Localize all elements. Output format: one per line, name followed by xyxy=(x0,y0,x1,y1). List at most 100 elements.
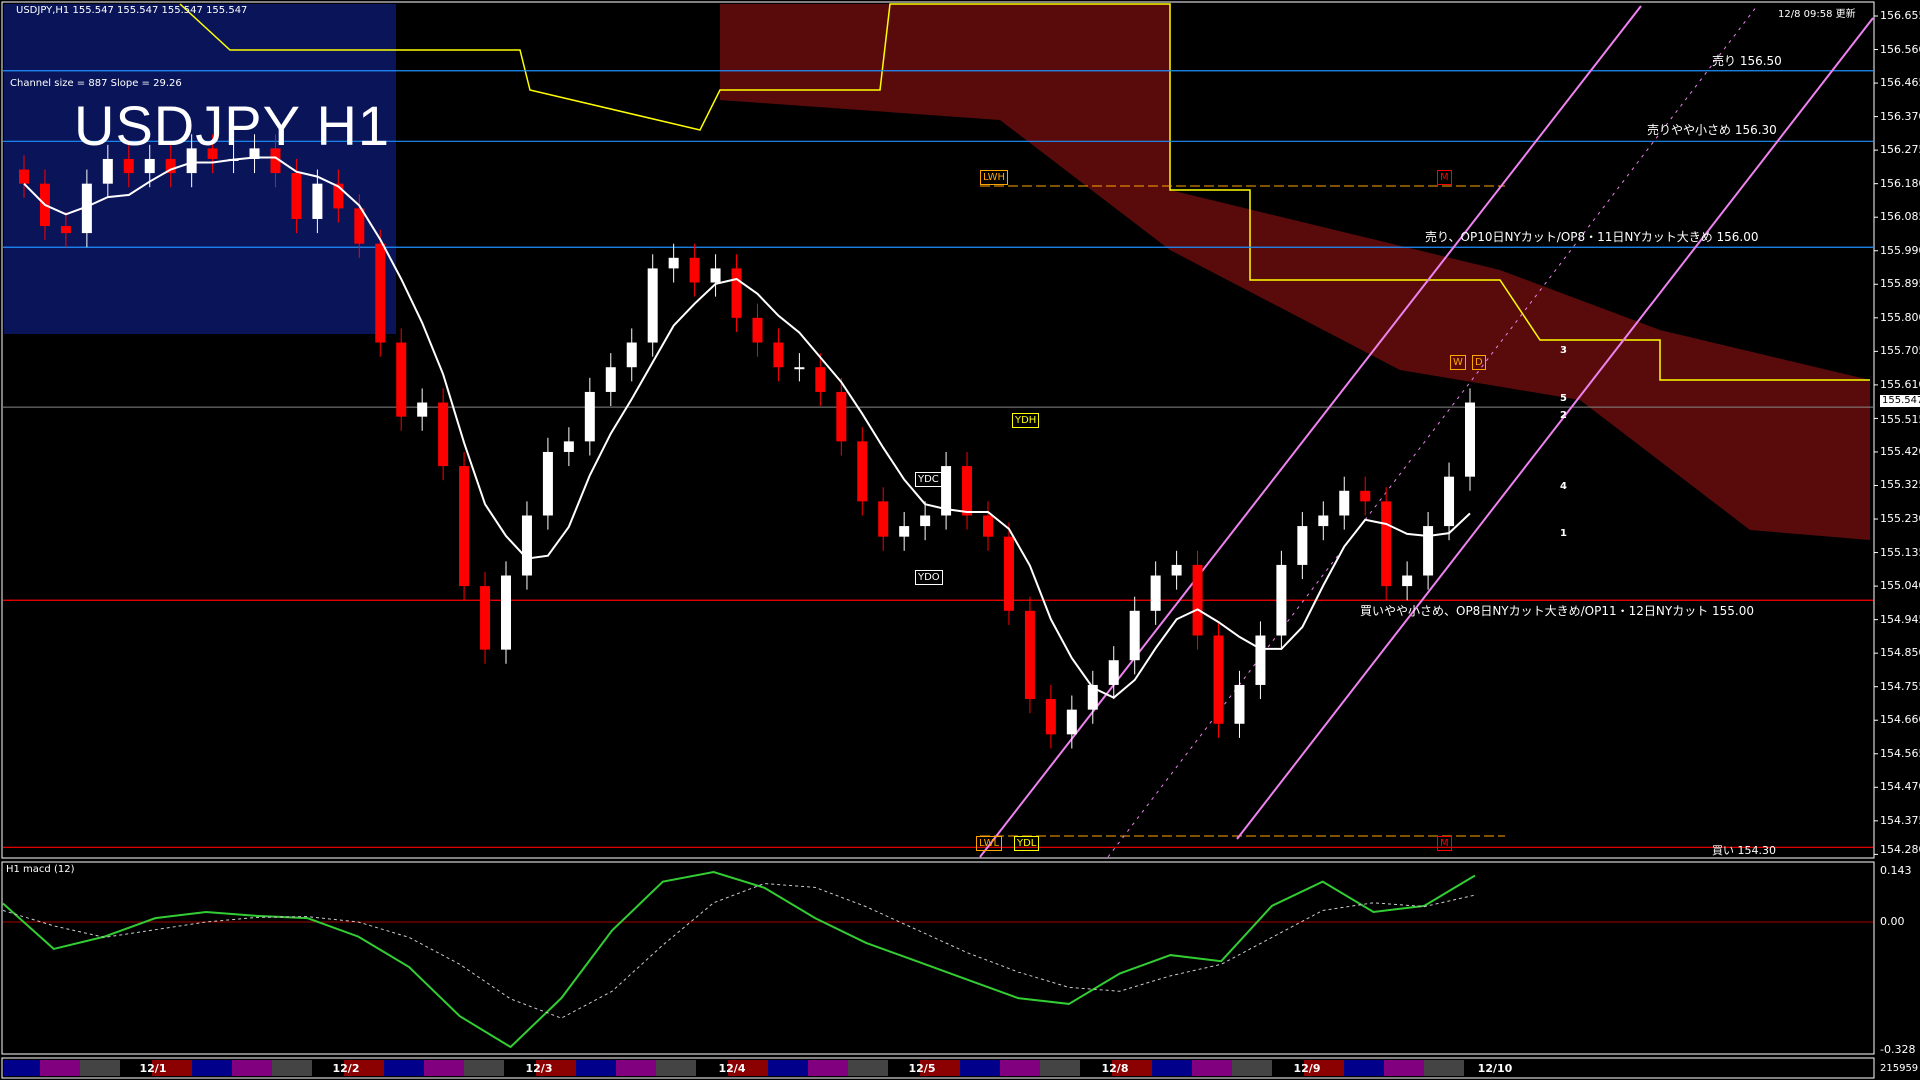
lwl-label: LWL xyxy=(976,836,1003,851)
candle-body xyxy=(752,317,763,343)
y-tick-label: 156.560 xyxy=(1880,42,1920,56)
chart-title: USDJPY H1 xyxy=(74,94,391,157)
candle-body xyxy=(123,158,134,174)
price-levels xyxy=(3,15,1878,855)
candle-body xyxy=(710,268,721,283)
cloud-bearish xyxy=(720,4,1870,540)
session-block xyxy=(192,1060,232,1076)
candle-body xyxy=(563,441,574,452)
volume-label: 215959 xyxy=(1880,1063,1919,1074)
candle-body xyxy=(1192,564,1203,636)
session-block xyxy=(1040,1060,1080,1076)
candle-body xyxy=(60,226,71,234)
y-tick-label: 155.800 xyxy=(1880,310,1920,324)
candle-body xyxy=(1402,575,1413,587)
macd-pane-border xyxy=(1,861,1875,1055)
lwh-label: LWH xyxy=(980,170,1009,185)
candle-body xyxy=(1234,684,1245,724)
date-label: 12/5 xyxy=(908,1062,936,1075)
y-tick-label: 154.945 xyxy=(1880,612,1920,626)
session-block xyxy=(1344,1060,1384,1076)
channel-lower-line xyxy=(1236,17,1874,840)
y-tick-label: 156.655 xyxy=(1880,9,1920,22)
candle-body xyxy=(81,183,92,234)
candle-body xyxy=(396,342,407,417)
y-tick-label: 155.515 xyxy=(1880,413,1920,427)
y-tick-label: 155.990 xyxy=(1880,243,1920,257)
macd-tick-min: -0.328 xyxy=(1880,1043,1916,1056)
candle-body xyxy=(480,586,491,650)
candle-body xyxy=(333,183,344,209)
annotation-sell-op: 売り、OP10日NYカット/OP8・11日NYカット大きめ 156.00 xyxy=(1425,230,1759,244)
candle-body xyxy=(1255,635,1266,685)
candle-body xyxy=(291,173,302,219)
candle-body xyxy=(605,367,616,392)
channel-upper-line xyxy=(979,5,1642,858)
y-tick-label: 155.420 xyxy=(1880,444,1920,458)
candle-body xyxy=(417,402,428,417)
candle-body xyxy=(1381,501,1392,587)
annotation-sell: 売り 156.50 xyxy=(1712,54,1782,68)
annotation-buy: 買い 154.30 xyxy=(1712,844,1776,857)
candles xyxy=(19,134,1475,749)
channel-info: Channel size = 887 Slope = 29.26 xyxy=(10,78,182,89)
candle-body xyxy=(375,243,386,343)
session-block xyxy=(1232,1060,1272,1076)
moving-average-line xyxy=(23,156,1471,699)
session-block xyxy=(1424,1060,1464,1076)
session-block xyxy=(1000,1060,1040,1076)
session-block xyxy=(768,1060,808,1076)
candle-body xyxy=(857,441,868,502)
strip-empty xyxy=(1560,1060,1872,1076)
session-block xyxy=(1384,1060,1424,1076)
daily-label: D xyxy=(1472,355,1486,370)
date-strip-border xyxy=(1,1057,1875,1079)
y-tick-label: 156.370 xyxy=(1880,109,1920,123)
ydh-label: YDH xyxy=(1012,413,1040,428)
session-block xyxy=(40,1060,80,1076)
y-tick-label: 156.275 xyxy=(1880,143,1920,157)
candle-body xyxy=(1129,610,1140,661)
symbol-info: USDJPY,H1 155.547 155.547 155.547 155.54… xyxy=(16,5,248,16)
candle-body xyxy=(354,208,365,244)
candle-body xyxy=(1024,610,1035,700)
cloud-span-line xyxy=(179,3,1870,381)
candle-body xyxy=(459,466,470,587)
session-block xyxy=(384,1060,424,1076)
date-label: 12/1 xyxy=(139,1062,167,1075)
macd-label: H1 macd (12) xyxy=(6,864,75,875)
y-tick-label: 155.895 xyxy=(1880,277,1920,291)
candle-body xyxy=(1108,660,1119,685)
candle-body xyxy=(1003,536,1014,611)
candle-body xyxy=(773,342,784,368)
y-tick-label: 154.755 xyxy=(1880,679,1920,693)
price-pane-border xyxy=(1,1,1875,859)
candle-body xyxy=(689,257,700,283)
candle-body xyxy=(1423,526,1434,576)
candle-body xyxy=(165,158,176,174)
candle-body xyxy=(584,391,595,442)
macd-main-line xyxy=(2,870,1476,1049)
ydc-label: YDC xyxy=(915,472,942,487)
cloud-bullish xyxy=(4,4,396,334)
y-tick-label: 156.085 xyxy=(1880,210,1920,224)
candle-body xyxy=(312,183,323,219)
candle-body xyxy=(521,515,532,576)
y-tick-label: 154.660 xyxy=(1880,713,1920,727)
candle-body xyxy=(144,158,155,174)
y-tick-label: 154.375 xyxy=(1880,813,1920,827)
candle-body xyxy=(626,342,637,368)
session-block xyxy=(808,1060,848,1076)
session-block xyxy=(424,1060,464,1076)
session-block xyxy=(616,1060,656,1076)
session-block xyxy=(1192,1060,1232,1076)
candle-body xyxy=(941,466,952,516)
updated-time: 12/8 09:58 更新 xyxy=(1778,9,1856,20)
monthly-high-label: M xyxy=(1437,170,1452,185)
session-block xyxy=(464,1060,504,1076)
session-block xyxy=(848,1060,888,1076)
current-price-tag: 155.547 xyxy=(1880,395,1920,408)
session-block xyxy=(80,1060,120,1076)
candle-body xyxy=(794,367,805,370)
